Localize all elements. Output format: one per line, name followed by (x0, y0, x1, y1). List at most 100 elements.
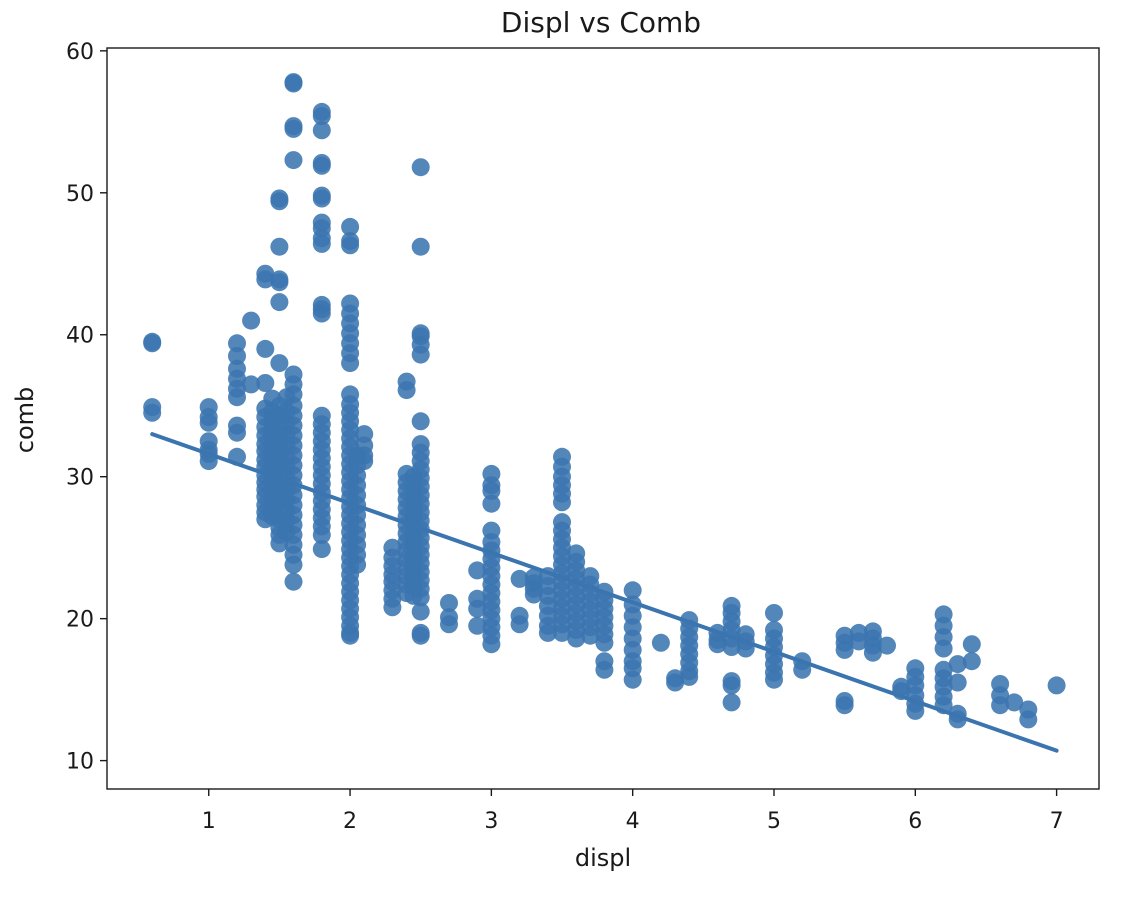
data-point-243 (411, 158, 430, 177)
data-point-3 (143, 403, 162, 422)
data-point-414 (863, 643, 882, 662)
data-point-271 (411, 626, 430, 645)
y-tick-label-10: 10 (66, 750, 94, 775)
data-point-427 (934, 639, 953, 658)
data-point-123 (312, 156, 331, 175)
data-point-394 (765, 604, 783, 622)
data-point-60 (270, 273, 289, 292)
data-point-387 (722, 638, 741, 656)
x-tick-label-7: 7 (1050, 809, 1064, 834)
data-point-25 (256, 374, 275, 392)
data-point-149 (341, 217, 360, 236)
data-point-120 (312, 107, 331, 126)
data-point-381 (708, 635, 727, 654)
data-point-296 (482, 635, 501, 654)
data-point-437 (962, 635, 981, 654)
data-point-441 (991, 696, 1010, 715)
data-point-442 (1005, 693, 1024, 712)
data-point-96 (284, 119, 303, 138)
data-point-11 (228, 334, 246, 353)
data-point-389 (722, 676, 741, 695)
data-point-368 (651, 633, 670, 652)
data-point-94 (284, 74, 303, 93)
data-point-248 (411, 345, 430, 364)
regression-line (150, 432, 1059, 753)
data-point-275 (468, 561, 487, 580)
data-point-129 (312, 234, 331, 253)
data-point-117 (284, 555, 303, 574)
data-point-244 (411, 237, 430, 256)
data-point-433 (948, 655, 967, 674)
data-point-367 (623, 670, 642, 689)
data-point-408 (835, 696, 854, 715)
y-tick-label-30: 30 (66, 466, 94, 491)
y-tick-label-50: 50 (66, 182, 94, 207)
data-point-274 (440, 615, 458, 634)
data-point-359 (623, 581, 642, 600)
data-point-401 (765, 670, 783, 689)
data-point-310 (538, 623, 557, 642)
y-tick-label-40: 40 (66, 324, 94, 349)
data-point-341 (567, 629, 586, 648)
data-point-214 (397, 381, 416, 400)
data-point-20 (242, 311, 261, 330)
data-point-6 (199, 413, 218, 432)
data-point-212 (383, 598, 402, 617)
x-tick-label-4: 4 (626, 809, 640, 834)
chart-title: Displ vs Comb (501, 6, 701, 39)
data-point-299 (510, 615, 529, 634)
data-point-62 (270, 354, 289, 373)
data-point-438 (962, 652, 981, 671)
data-point-151 (341, 236, 360, 255)
data-point-272 (440, 594, 458, 612)
data-point-406 (835, 640, 854, 659)
data-point-24 (256, 339, 275, 358)
x-axis-ticks: 1 2 3 4 5 6 7 (202, 789, 1064, 834)
data-point-118 (284, 572, 303, 591)
data-point-316 (553, 493, 571, 512)
data-point-21 (242, 375, 261, 394)
axes-frame (106, 47, 1100, 790)
data-point-125 (312, 189, 331, 208)
data-point-370 (666, 673, 685, 692)
data-point-445 (1047, 676, 1066, 695)
data-point-147 (312, 525, 331, 544)
data-point-204 (355, 452, 374, 471)
data-point-200 (348, 555, 367, 574)
data-point-303 (524, 585, 543, 604)
data-point-390 (722, 693, 741, 712)
data-point-297 (510, 569, 529, 588)
data-point-444 (1019, 710, 1038, 729)
y-tick-label-60: 60 (66, 40, 94, 65)
data-point-188 (341, 626, 360, 645)
data-point-358 (595, 660, 614, 679)
data-point-58 (270, 237, 289, 256)
y-axis-ticks: 10 20 30 40 50 60 (66, 40, 107, 775)
data-point-269 (411, 602, 430, 621)
data-point-23 (256, 270, 275, 289)
y-axis-label: comb (11, 387, 39, 454)
data-point-378 (680, 667, 699, 686)
data-point-278 (468, 616, 487, 635)
data-point-132 (312, 304, 331, 323)
points-layer (143, 73, 1066, 729)
data-point-148 (312, 540, 331, 559)
data-point-249 (411, 412, 430, 431)
data-point-282 (482, 494, 501, 513)
x-tick-label-5: 5 (767, 809, 781, 834)
data-point-18 (228, 423, 246, 442)
data-point-434 (948, 673, 967, 692)
data-point-57 (270, 192, 289, 211)
x-tick-label-2: 2 (343, 809, 357, 834)
y-tick-label-20: 20 (66, 608, 94, 633)
regression-layer (150, 432, 1059, 753)
x-tick-label-6: 6 (908, 809, 922, 834)
x-tick-label-3: 3 (484, 809, 498, 834)
data-point-410 (849, 632, 868, 651)
data-point-356 (595, 633, 614, 652)
x-axis-label: displ (575, 844, 631, 872)
data-point-121 (312, 121, 331, 140)
data-point-423 (906, 701, 925, 720)
